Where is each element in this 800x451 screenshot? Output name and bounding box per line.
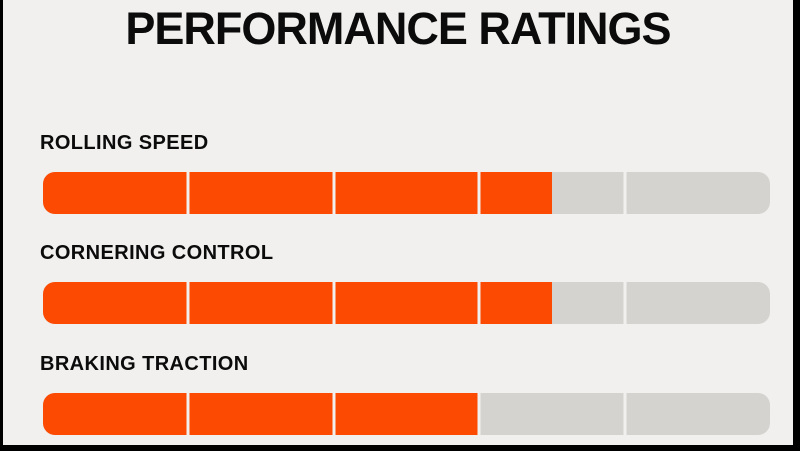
- rating-label: CORNERING CONTROL: [40, 242, 274, 264]
- segment-divider: [623, 282, 627, 324]
- rating-row: ROLLING SPEED: [3, 133, 793, 215]
- rating-bar: [43, 282, 770, 324]
- page-title: PERFORMANCE RATINGS: [125, 3, 671, 54]
- segment-divider: [477, 172, 481, 214]
- rating-label: BRAKING TRACTION: [40, 353, 249, 375]
- rating-row: BRAKING TRACTION: [3, 354, 793, 436]
- segment-divider: [332, 393, 336, 435]
- rating-fill: [43, 172, 552, 214]
- rating-bar: [43, 172, 770, 214]
- segment-divider: [186, 172, 190, 214]
- ratings-list: ROLLING SPEED CORNERING CONTROL BRAKING …: [3, 0, 793, 445]
- segment-divider: [332, 172, 336, 214]
- segment-divider: [186, 393, 190, 435]
- segment-divider: [623, 393, 627, 435]
- segment-divider: [332, 282, 336, 324]
- rating-row: CORNERING CONTROL: [3, 243, 793, 325]
- segment-divider: [186, 282, 190, 324]
- rating-label: ROLLING SPEED: [40, 132, 209, 154]
- segment-divider: [477, 282, 481, 324]
- segment-divider: [477, 393, 481, 435]
- rating-fill: [43, 393, 480, 435]
- rating-bar: [43, 393, 770, 435]
- rating-fill: [43, 282, 552, 324]
- segment-divider: [623, 172, 627, 214]
